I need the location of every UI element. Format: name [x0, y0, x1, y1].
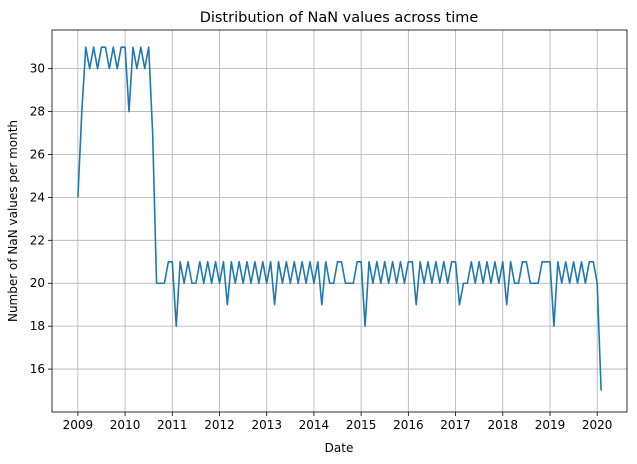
series-line — [77, 46, 602, 391]
series-layer — [77, 46, 602, 391]
chart-title: Distribution of NaN values across time — [200, 10, 479, 26]
y-tick-label: 16 — [30, 362, 45, 376]
plot-frame — [51, 29, 628, 413]
x-tick-label: 2017 — [440, 418, 471, 432]
grid-lines — [52, 30, 627, 412]
y-tick-label: 24 — [30, 190, 45, 204]
x-tick-label: 2010 — [110, 418, 141, 432]
y-tick-label: 22 — [30, 233, 45, 247]
x-tick-label: 2020 — [582, 418, 613, 432]
y-tick-label: 28 — [30, 105, 45, 119]
y-tick-label: 20 — [30, 276, 45, 290]
y-tick-label: 26 — [30, 147, 45, 161]
y-axis-title: Number of NaN values per month — [6, 120, 20, 322]
x-tick-label: 2018 — [487, 418, 518, 432]
x-tick-label: 2013 — [251, 418, 282, 432]
x-tick-label: 2009 — [63, 418, 94, 432]
x-axis: 2009 2010 2011 2012 2013 2014 2015 2016 2017 2018… — [63, 412, 613, 432]
x-tick-label: 2014 — [299, 418, 330, 432]
x-tick-label: 2015 — [346, 418, 377, 432]
x-axis-title: Date — [325, 441, 354, 455]
x-tick-label: 2011 — [157, 418, 188, 432]
x-tick-label: 2016 — [393, 418, 424, 432]
y-axis: 16 18 20 22 24 26 28 30 — [30, 62, 52, 376]
y-tick-label: 30 — [30, 62, 45, 76]
x-tick-label: 2012 — [204, 418, 235, 432]
x-tick-label: 2019 — [535, 418, 566, 432]
y-tick-label: 18 — [30, 319, 45, 333]
